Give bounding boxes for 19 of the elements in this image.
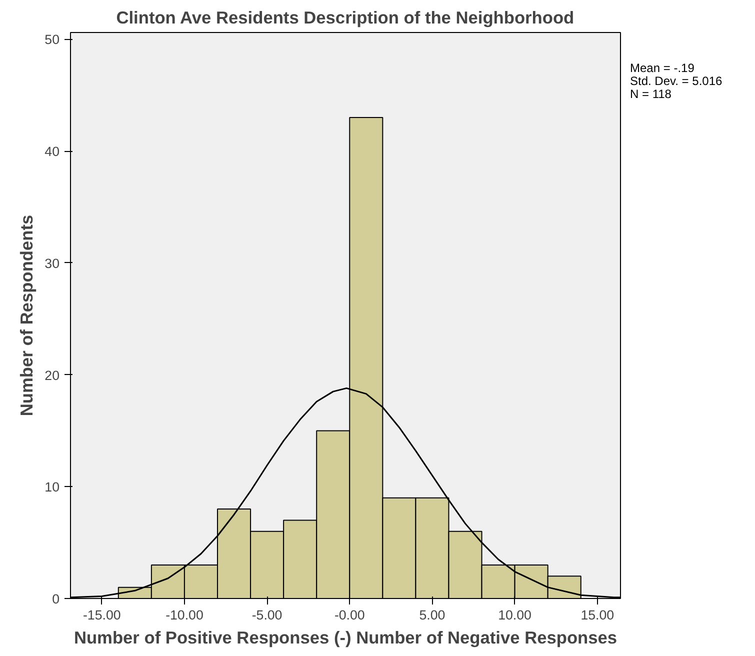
- y-tick-label: 30: [44, 256, 60, 271]
- x-tick-label: -5.00: [252, 608, 282, 622]
- x-axis-title: Number of Positive Responses (-) Number of Negative Responses: [74, 628, 618, 648]
- y-axis-title: Number of Respondents: [16, 214, 37, 416]
- x-tick-label: 5.00: [419, 608, 446, 622]
- x-tick-label: -0.00: [334, 608, 365, 622]
- x-tick-label: -10.00: [166, 608, 204, 622]
- y-tick-label: 20: [44, 368, 60, 383]
- text: Mean = -.19: [630, 61, 694, 75]
- x-tick-label: -15.00: [82, 608, 121, 622]
- text: N = 118: [630, 87, 672, 102]
- y-tick-label: 40: [44, 144, 60, 160]
- text: Std. Dev. = 5.016: [630, 74, 722, 88]
- x-tick-label: 10.00: [498, 608, 532, 622]
- chart-title: Clinton Ave Residents Description of the Neighborhood: [116, 8, 574, 28]
- y-tick-label: 50: [44, 32, 60, 48]
- x-tick-label: 15.00: [580, 608, 614, 622]
- y-tick-label: 10: [44, 480, 60, 495]
- y-tick-label: 0: [52, 592, 60, 606]
